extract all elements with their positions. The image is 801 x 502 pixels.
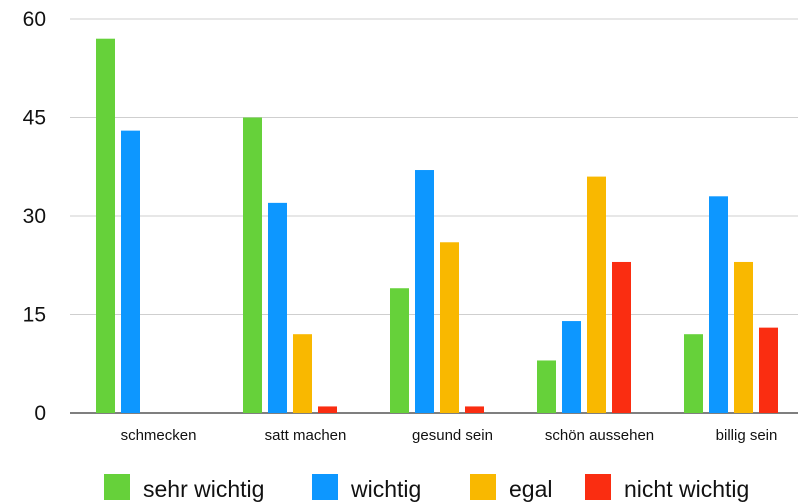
x-category-label: gesund sein [412,427,493,444]
bar-nicht-wichtig-3 [612,261,631,413]
bar-egal-1 [293,334,312,413]
x-category-label: billig sein [716,427,778,444]
bar-egal-2 [440,242,459,413]
x-category-label: satt machen [265,427,347,444]
legend: sehr wichtig wichtig egal nicht wichtig [104,474,749,502]
y-tick-label: 15 [23,304,46,327]
y-tick-label: 60 [23,8,46,31]
bar-sehr-wichtig-3 [537,360,556,413]
legend-label-nicht-wichtig: nicht wichtig [624,476,749,502]
bar-wichtig-3 [562,321,581,413]
bar-sehr-wichtig-0 [96,38,115,413]
x-axis-category-labels: schmecken satt machen gesund sein schön aus… [121,427,778,444]
bar-nicht-wichtig-4 [759,327,778,413]
bars [96,38,778,413]
bar-wichtig-1 [268,202,287,413]
legend-swatch-egal [470,474,496,500]
legend-label-wichtig: wichtig [350,476,421,502]
bar-nicht-wichtig-1 [318,406,337,413]
legend-swatch-wichtig [312,474,338,500]
x-category-label: schmecken [121,427,197,444]
legend-label-egal: egal [509,476,552,502]
y-axis-tick-labels: 0 15 30 45 60 [23,8,46,425]
y-tick-label: 45 [23,107,46,130]
y-tick-label: 30 [23,205,46,228]
bar-nicht-wichtig-2 [465,406,484,413]
x-category-label: schön aussehen [545,427,654,444]
bar-wichtig-4 [709,196,728,413]
bar-sehr-wichtig-4 [684,334,703,413]
bar-egal-4 [734,261,753,413]
bar-sehr-wichtig-2 [390,288,409,413]
legend-label-sehr-wichtig: sehr wichtig [143,476,264,502]
bar-wichtig-0 [121,130,140,413]
legend-swatch-nicht-wichtig [585,474,611,500]
legend-swatch-sehr-wichtig [104,474,130,500]
y-tick-label: 0 [34,402,46,425]
bar-egal-3 [587,176,606,413]
bar-wichtig-2 [415,170,434,413]
bar-sehr-wichtig-1 [243,117,262,413]
